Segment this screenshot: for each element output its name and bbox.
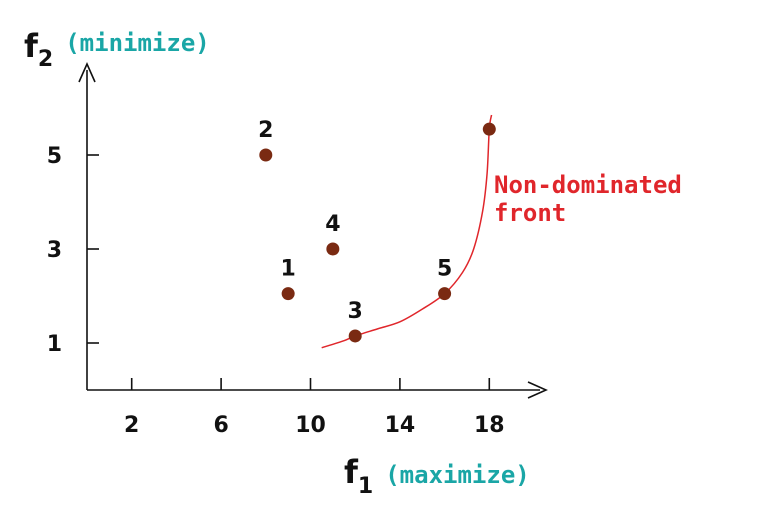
data-point-1: [281, 287, 295, 301]
y-tick-label: 3: [47, 238, 62, 263]
x-tick-label: 14: [385, 413, 416, 438]
y-axis-label: f2(minimize): [24, 27, 210, 72]
y-tick-label: 5: [47, 144, 62, 169]
data-point-label: 5: [437, 257, 452, 282]
data-point-label: 1: [280, 257, 295, 282]
x-tick-label: 2: [124, 413, 139, 438]
x-tick-label: 18: [474, 413, 505, 438]
y-tick-label: 1: [47, 332, 62, 357]
point-labels: 1 2 3 4 5: [258, 118, 452, 324]
data-point-4: [326, 242, 340, 256]
axes: [78, 62, 548, 399]
tick-marks: [87, 154, 491, 390]
data-point-5: [438, 287, 452, 301]
data-point-label: 3: [348, 299, 363, 324]
front-label: Non-dominated front: [494, 171, 696, 227]
data-point-label: 4: [325, 212, 340, 237]
data-point-label: 2: [258, 118, 273, 143]
front-label-line-2: front: [494, 199, 566, 227]
data-point-2: [259, 148, 273, 162]
x-axis-arrow: [527, 381, 548, 399]
y-axis-arrow: [78, 62, 96, 83]
data-point-extreme: [482, 122, 496, 136]
x-tick-label: 10: [295, 413, 326, 438]
x-tick-label: 6: [213, 413, 228, 438]
data-points: [259, 122, 496, 343]
data-point-3: [348, 329, 362, 343]
front-label-line-1: Non-dominated: [494, 171, 682, 199]
x-axis-label: f1 (maximize): [344, 453, 530, 499]
